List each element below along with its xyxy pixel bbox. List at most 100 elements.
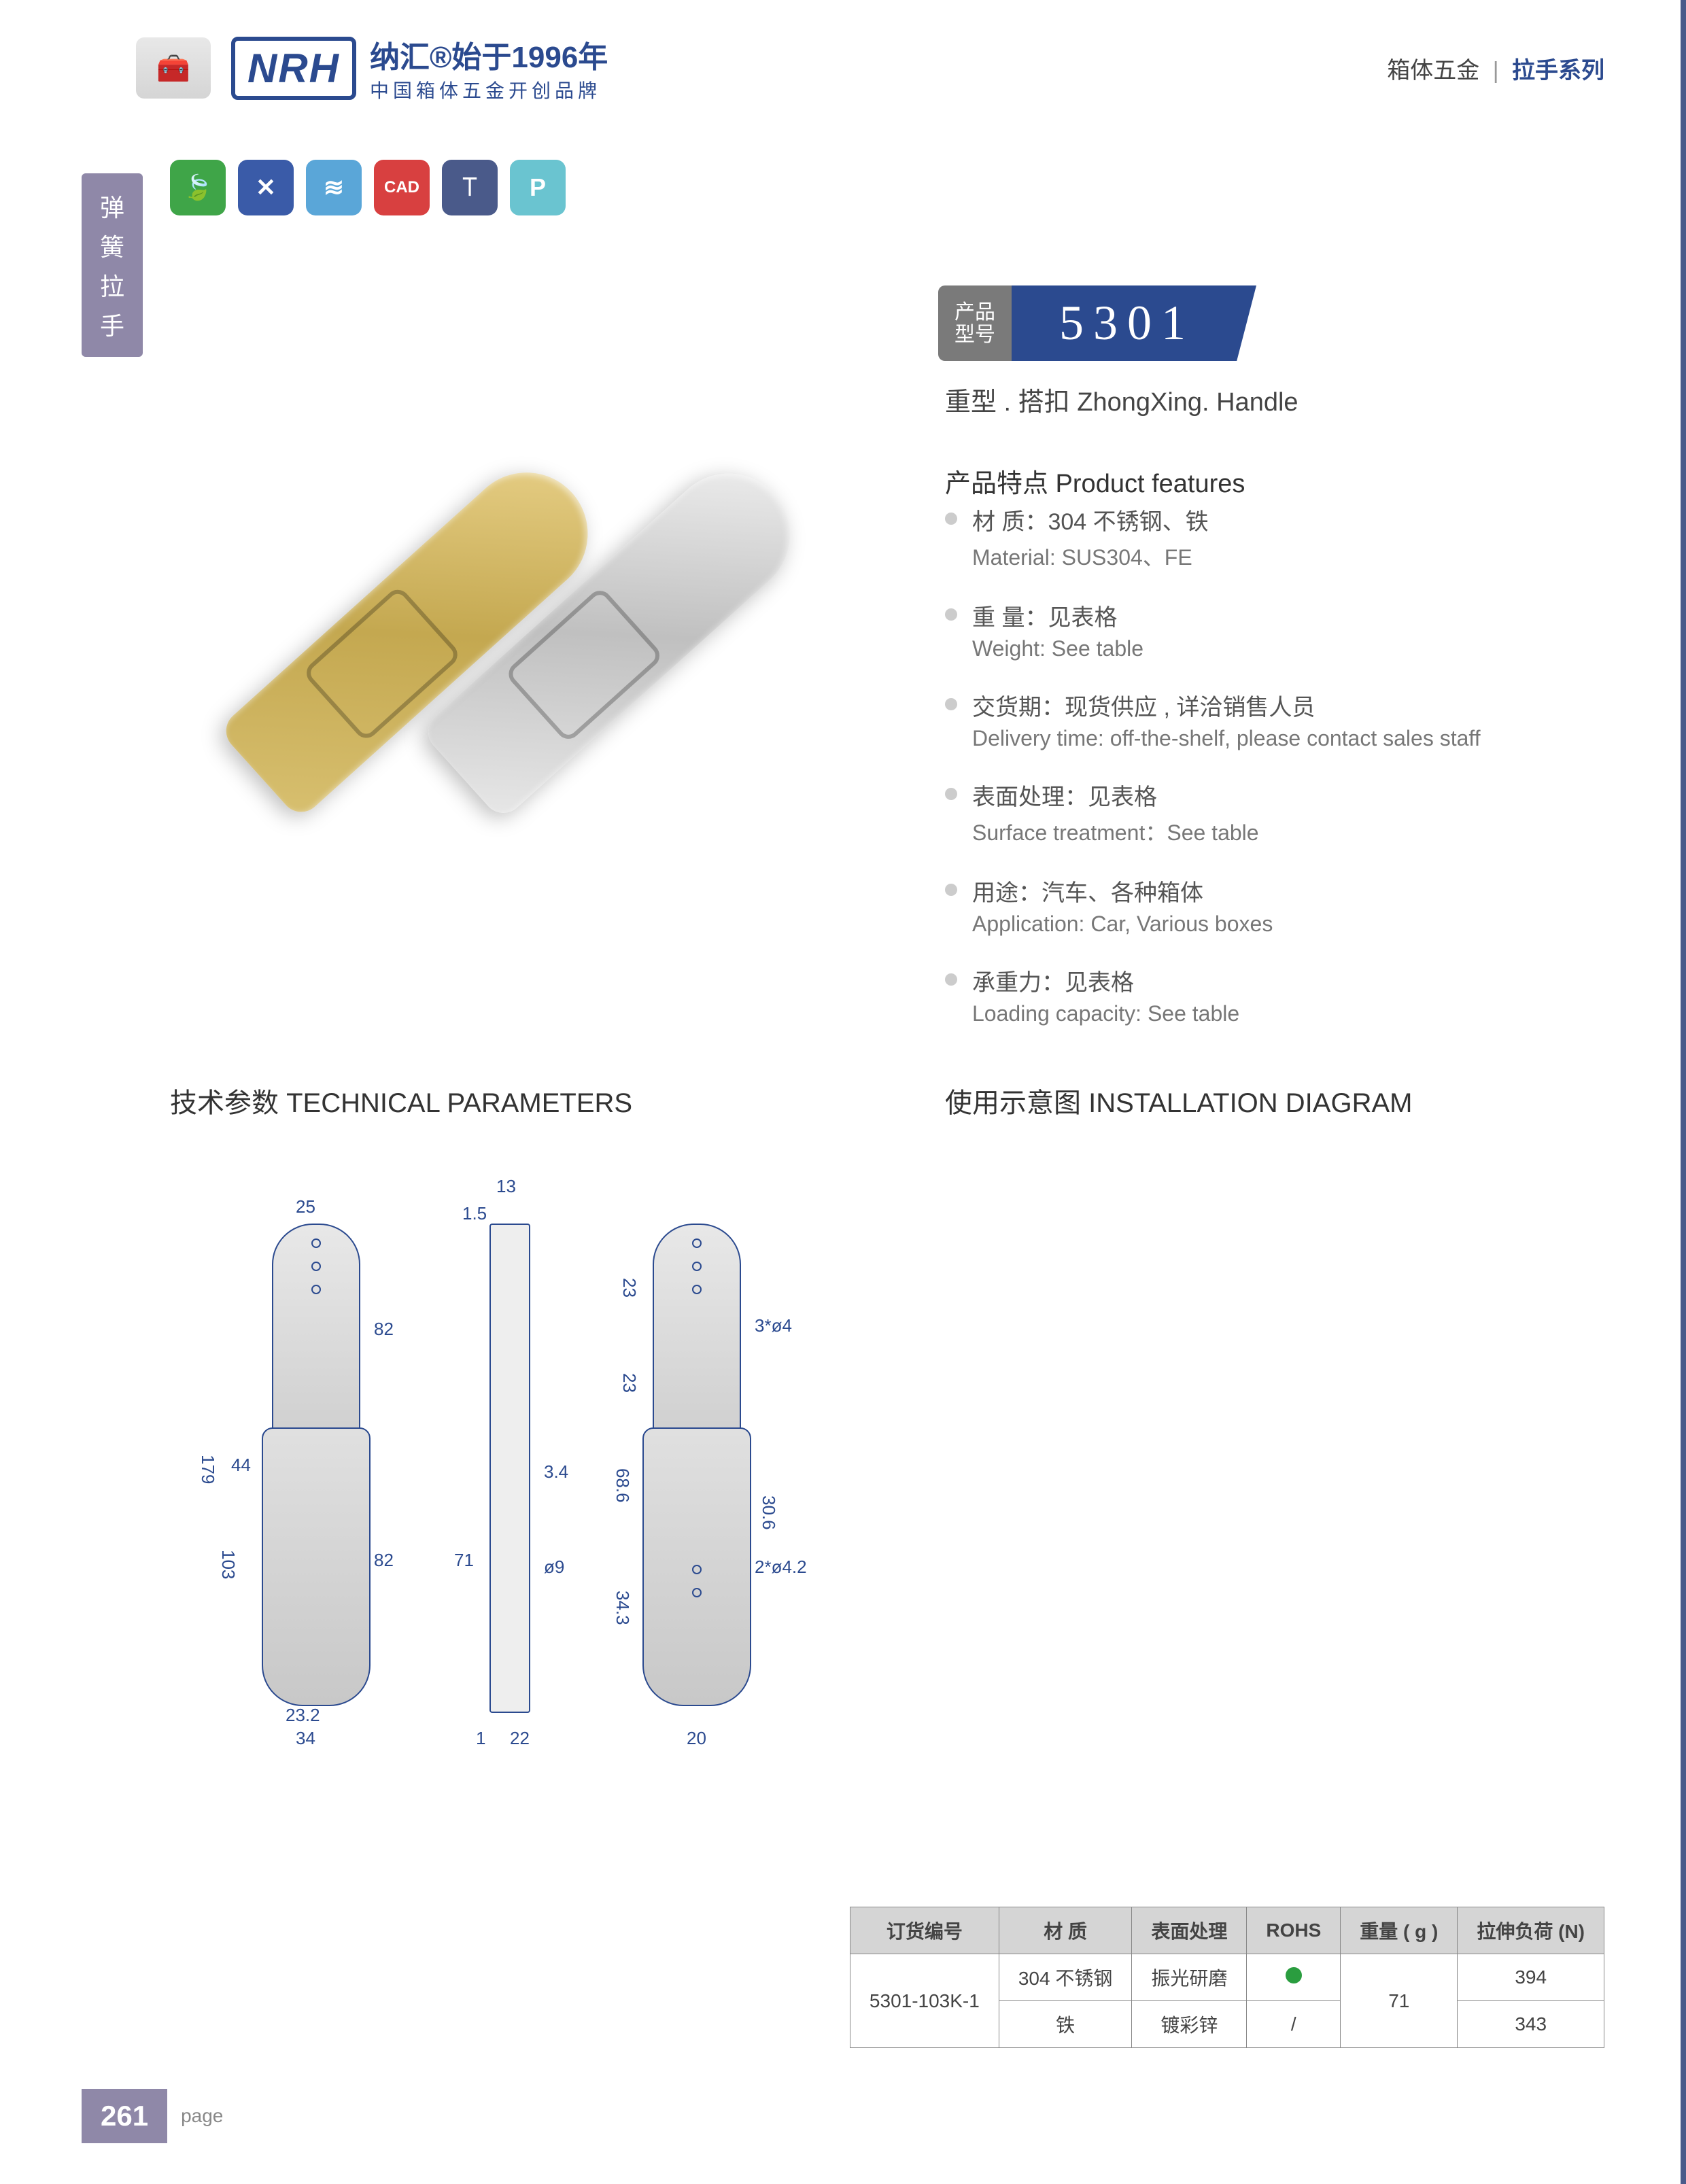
header-left: 🧰 NRH 纳汇®始于1996年 中国箱体五金开创品牌 (136, 33, 608, 103)
feature-icon: ✕ (238, 160, 294, 215)
install-diagram-title: 使用示意图 INSTALLATION DIAGRAM (945, 1081, 1412, 1120)
td-weight: 71 (1341, 1954, 1458, 2048)
brand-line1: 纳汇®始于1996年 (370, 33, 608, 76)
dim-label: 22 (510, 1728, 530, 1749)
toolbox-icon: 🧰 (136, 37, 211, 99)
feature-en: Weight: See table (945, 636, 1604, 661)
product-badge: 产品 型号 5301 (938, 285, 1256, 361)
side-tab: 弹 簧 拉 手 (82, 173, 143, 357)
td-surface: 振光研磨 (1132, 1954, 1247, 2001)
th-rohs: ROHS (1247, 1907, 1341, 1954)
dim-label: 103 (218, 1550, 239, 1579)
nrh-logo-text: NRH (231, 37, 356, 100)
hole-icon (692, 1238, 702, 1248)
catalog-page: 🧰 NRH 纳汇®始于1996年 中国箱体五金开创品牌 箱体五金 | 拉手系列 … (0, 0, 1686, 2184)
td-material: 304 不锈钢 (999, 1954, 1132, 2001)
category-2: 拉手系列 (1512, 58, 1604, 84)
drawing-front-view (272, 1224, 360, 1713)
feature-en: Delivery time: off-the-shelf, please con… (945, 726, 1604, 751)
features-list: 材 质：304 不锈钢、铁 Material: SUS304、FE 重 量：见表… (945, 503, 1604, 1054)
header-category: 箱体五金 | 拉手系列 (1387, 52, 1604, 85)
td-rohs: / (1247, 2001, 1341, 2048)
feature-en: Material: SUS304、FE (945, 540, 1604, 572)
feature-cn: 承重力：见表格 (945, 964, 1604, 997)
table-row: 5301-103K-1 304 不锈钢 振光研磨 71 394 (850, 1954, 1604, 2001)
feature-en: Surface treatment：See table (945, 816, 1604, 847)
dim-label: 20 (687, 1728, 706, 1749)
hole-icon (311, 1238, 321, 1248)
td-load: 343 (1458, 2001, 1604, 2048)
order-table: 订货编号 材 质 表面处理 ROHS 重量 ( g ) 拉伸负荷 (N) 530… (850, 1907, 1604, 2048)
table-header-row: 订货编号 材 质 表面处理 ROHS 重量 ( g ) 拉伸负荷 (N) (850, 1907, 1604, 1954)
feature-cn: 交货期：现货供应 , 详洽销售人员 (945, 689, 1604, 722)
feature-icons-row: 🍃 ✕ ≋ CAD ⟙ P (170, 160, 566, 215)
feature-en: Loading capacity: See table (945, 1001, 1604, 1026)
rohs-dot-icon (1286, 1967, 1302, 1983)
side-tab-char: 弹 (100, 188, 124, 224)
td-sku: 5301-103K-1 (850, 1954, 999, 2048)
drawing-side-view (489, 1224, 530, 1713)
feature-item: 重 量：见表格 Weight: See table (945, 599, 1604, 661)
feature-item: 表面处理：见表格 Surface treatment：See table (945, 778, 1604, 847)
feature-item: 交货期：现货供应 , 详洽销售人员 Delivery time: off-the… (945, 689, 1604, 751)
feature-icon: ≋ (306, 160, 362, 215)
hole-icon (311, 1262, 321, 1271)
dim-label: ø9 (544, 1557, 564, 1578)
side-tab-char: 拉 (100, 267, 124, 302)
feature-cn: 材 质：304 不锈钢、铁 (945, 503, 1604, 536)
feature-icon: CAD (374, 160, 430, 215)
dim-label: 23.2 (286, 1705, 320, 1726)
dim-label: 13 (496, 1176, 516, 1197)
feature-item: 用途：汽车、各种箱体 Application: Car, Various box… (945, 874, 1604, 937)
category-separator: | (1493, 58, 1499, 84)
hole-icon (692, 1588, 702, 1597)
th-load: 拉伸负荷 (N) (1458, 1907, 1604, 1954)
badge-label: 产品 型号 (938, 285, 1012, 361)
drawing-upper-plate (272, 1224, 360, 1434)
dim-label: 2*ø4.2 (755, 1557, 807, 1578)
page-footer: 261 page (82, 2089, 223, 2143)
dim-label: 82 (374, 1319, 394, 1340)
dim-label: 3.4 (544, 1461, 568, 1483)
drawing-lower-plate (642, 1427, 751, 1706)
hole-icon (692, 1565, 702, 1574)
page-header: 🧰 NRH 纳汇®始于1996年 中国箱体五金开创品牌 箱体五金 | 拉手系列 (136, 27, 1604, 109)
dim-label: 23 (619, 1373, 640, 1393)
th-weight: 重量 ( g ) (1341, 1907, 1458, 1954)
feature-cn: 表面处理：见表格 (945, 778, 1604, 812)
technical-diagram: 25 13 1.5 82 179 44 103 82 71 34 23.2 1 … (177, 1169, 802, 1781)
dim-label: 30.6 (758, 1495, 779, 1530)
brand-line2: 中国箱体五金开创品牌 (370, 76, 608, 103)
feature-item: 承重力：见表格 Loading capacity: See table (945, 964, 1604, 1026)
feature-cn: 重 量：见表格 (945, 599, 1604, 632)
td-load: 394 (1458, 1954, 1604, 2001)
drawing-rear-view (653, 1224, 741, 1713)
brand-logo: NRH 纳汇®始于1996年 中国箱体五金开创品牌 (231, 33, 608, 103)
drawing-lower-plate (262, 1427, 371, 1706)
edge-bar (1681, 0, 1686, 2184)
product-subtitle: 重型 . 搭扣 ZhongXing. Handle (945, 381, 1298, 418)
feature-en: Application: Car, Various boxes (945, 912, 1604, 937)
dim-label: 71 (454, 1550, 474, 1571)
badge-number: 5301 (1012, 285, 1256, 361)
brand-text: 纳汇®始于1996年 中国箱体五金开创品牌 (370, 33, 608, 103)
dim-label: 179 (197, 1455, 218, 1484)
td-rohs (1247, 1954, 1341, 2001)
td-surface: 镀彩锌 (1132, 2001, 1247, 2048)
th-surface: 表面处理 (1132, 1907, 1247, 1954)
feature-cn: 用途：汽车、各种箱体 (945, 874, 1604, 907)
feature-icon: P (510, 160, 566, 215)
features-title: 产品特点 Product features (945, 462, 1245, 500)
th-sku: 订货编号 (850, 1907, 999, 1954)
page-number: 261 (82, 2089, 167, 2143)
dim-label: 23 (619, 1278, 640, 1298)
td-material: 铁 (999, 2001, 1132, 2048)
category-1: 箱体五金 (1387, 58, 1479, 84)
dim-label: 1 (476, 1728, 485, 1749)
dim-label: 34 (296, 1728, 315, 1749)
feature-icon: ⟙ (442, 160, 498, 215)
dim-label: 1.5 (462, 1203, 487, 1224)
dim-label: 34.3 (612, 1591, 633, 1625)
page-label: page (181, 2105, 223, 2127)
side-tab-char: 簧 (100, 228, 124, 263)
